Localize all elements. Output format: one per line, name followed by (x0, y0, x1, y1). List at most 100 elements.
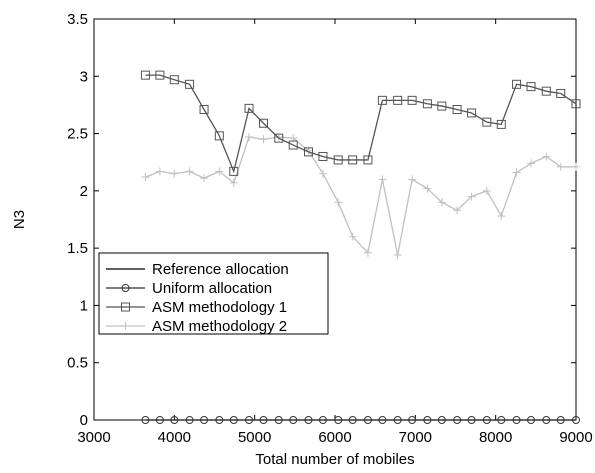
x-tick-label: 4000 (158, 429, 191, 446)
x-tick-label: 5000 (238, 429, 271, 446)
data-point (556, 416, 565, 424)
data-point (408, 175, 417, 184)
y-tick-label: 0.5 (67, 355, 88, 372)
data-point (348, 416, 357, 424)
data-point (437, 416, 446, 424)
data-point (378, 175, 387, 184)
data-point (453, 416, 462, 424)
y-tick-label: 2.5 (67, 126, 88, 143)
legend-label: ASM methodology 1 (152, 299, 287, 316)
data-point (288, 140, 298, 150)
data-point (378, 416, 387, 424)
legend: Reference allocation Uniform allocation AS… (98, 252, 329, 335)
data-point (423, 416, 432, 424)
data-point (556, 162, 565, 171)
data-point (423, 184, 432, 193)
data-point (363, 416, 372, 424)
data-point (377, 95, 387, 105)
data-point (155, 416, 164, 424)
data-point (303, 147, 313, 157)
plot-area (93, 18, 577, 421)
data-point (482, 416, 491, 424)
legend-label: ASM methodology 2 (152, 318, 287, 335)
data-point (245, 133, 254, 142)
data-point (169, 75, 179, 85)
data-point (200, 174, 209, 183)
data-point (259, 135, 268, 144)
data-point (274, 416, 283, 424)
x-tick-label: 8000 (479, 429, 512, 446)
data-point (199, 105, 209, 115)
data-point (170, 416, 179, 424)
data-point (527, 159, 536, 168)
data-point (348, 155, 358, 165)
data-point (512, 416, 521, 424)
data-point (334, 416, 343, 424)
legend-box (98, 252, 329, 335)
data-point (541, 86, 551, 96)
x-tick-label: 9000 (559, 429, 592, 446)
data-point (512, 79, 522, 89)
data-point (229, 178, 238, 187)
data-point (482, 117, 492, 127)
series-asm-methodology-2 (141, 133, 580, 260)
legend-item-asm-methodology-1: ASM methodology 1 (106, 299, 287, 316)
x-tick-label: 3000 (77, 429, 110, 446)
data-point (422, 99, 432, 109)
data-point (467, 416, 476, 424)
axis-ticks: 3000 4000 5000 6000 7000 8000 9000 0 0.5 1 1.5 2 2.5… (67, 11, 593, 446)
y-tick-label: 3 (80, 68, 88, 85)
legend-marker (121, 284, 130, 292)
y-tick-label: 3.5 (67, 11, 88, 28)
data-point (363, 155, 373, 165)
data-point (259, 118, 269, 128)
data-point (407, 95, 417, 105)
x-tick-label: 6000 (318, 429, 351, 446)
series-layer (140, 70, 581, 424)
data-point (185, 416, 194, 424)
data-point (155, 167, 164, 176)
y-tick-label: 2 (80, 183, 88, 200)
data-point (572, 162, 580, 171)
data-point (482, 186, 491, 195)
legend-item-asm-methodology-2: ASM methodology 2 (106, 318, 287, 335)
data-point (318, 416, 327, 424)
data-point (304, 416, 313, 424)
legend-item-reference-allocation: Reference allocation (106, 261, 289, 278)
data-point (542, 152, 551, 161)
y-tick-label: 1 (80, 297, 88, 314)
data-point (348, 232, 357, 241)
data-point (155, 70, 165, 80)
data-point (363, 248, 372, 257)
data-point (497, 212, 506, 221)
data-point (572, 416, 580, 424)
data-point (333, 155, 343, 165)
series-asm-methodology-1 (140, 70, 581, 176)
data-point (140, 70, 150, 80)
y-tick-label: 1.5 (67, 240, 88, 257)
data-point (496, 119, 506, 129)
data-point (497, 416, 506, 424)
legend-label: Reference allocation (152, 261, 289, 278)
y-tick-label: 0 (80, 412, 88, 429)
legend-marker (121, 302, 130, 312)
data-point (141, 173, 150, 182)
data-point (334, 198, 343, 207)
data-point (274, 133, 284, 143)
data-point (542, 416, 551, 424)
data-point (452, 105, 462, 115)
data-point (437, 101, 447, 111)
data-point (215, 167, 224, 176)
data-point (245, 416, 254, 424)
data-point (289, 416, 298, 424)
data-point (437, 198, 446, 207)
data-point (259, 416, 268, 424)
data-point (141, 416, 150, 424)
data-point (393, 95, 403, 105)
data-point (200, 416, 209, 424)
data-point (453, 206, 462, 215)
series-uniform-allocation (141, 416, 580, 424)
data-point (185, 79, 195, 89)
data-point (229, 416, 238, 424)
